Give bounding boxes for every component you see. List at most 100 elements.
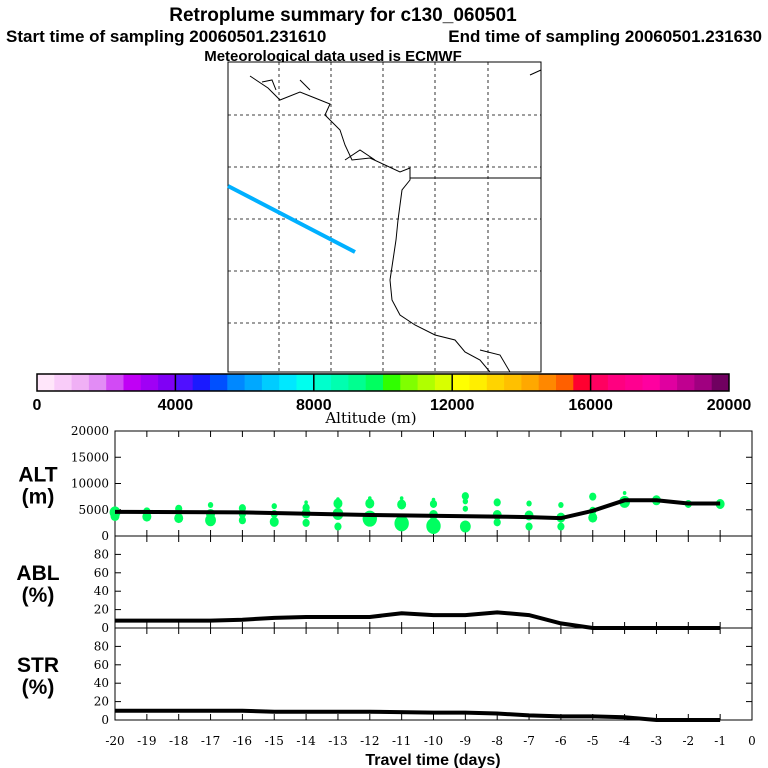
- altitude-dot: [334, 522, 342, 531]
- colorbar-swatch: [434, 374, 453, 391]
- panel-ylabel: STR: [17, 654, 59, 677]
- figure-title: Retroplume summary for c130_060501: [169, 5, 517, 26]
- colorbar-swatch: [590, 374, 609, 391]
- x-tick-label: -7: [523, 734, 535, 748]
- colorbar-swatch: [348, 374, 367, 391]
- y-tick-label: 80: [94, 547, 109, 561]
- panel-ylabel: ABL: [16, 562, 59, 585]
- panel-line: [114, 498, 721, 521]
- colorbar-swatch: [54, 374, 73, 391]
- colorbar-tick-label: 0: [33, 397, 42, 414]
- altitude-dot: [557, 522, 565, 531]
- altitude-dot: [238, 516, 246, 525]
- colorbar-swatch: [694, 374, 713, 391]
- altitude-dot: [588, 512, 598, 523]
- x-tick-label: -5: [587, 734, 599, 748]
- x-tick-label: -16: [233, 734, 252, 748]
- panel-ylabel: ALT: [18, 464, 57, 487]
- altitude-dot: [269, 516, 279, 527]
- coastline: [249, 69, 542, 373]
- x-tick-label: -2: [682, 734, 694, 748]
- colorbar-swatch: [711, 374, 730, 391]
- altitude-dot: [397, 499, 407, 510]
- altitude-dot: [589, 492, 597, 501]
- colorbar-swatch: [296, 374, 315, 391]
- panel-ylabel-unit: (m): [22, 486, 55, 509]
- colorbar-swatch: [417, 374, 436, 391]
- colorbar-swatch: [279, 374, 297, 391]
- colorbar-swatch: [486, 374, 505, 391]
- altitude-dot: [271, 503, 277, 510]
- colorbar-swatch: [71, 374, 90, 391]
- met-data-label: Meteorological data used is ECMWF: [204, 48, 462, 65]
- panel-ylabel-unit: (%): [22, 676, 55, 699]
- colorbar-swatch: [331, 374, 349, 391]
- colorbar-swatch: [88, 374, 107, 391]
- y-tick-label: 20: [94, 695, 109, 709]
- start-time: Start time of sampling 20060501.231610: [6, 27, 326, 46]
- colorbar-swatch: [175, 374, 194, 391]
- colorbar-swatch: [469, 374, 488, 391]
- colorbar-tick-label: 12000: [430, 397, 475, 414]
- x-tick-label: -12: [360, 734, 379, 748]
- colorbar-swatch: [210, 374, 228, 391]
- altitude-dot: [462, 505, 469, 512]
- altitude-dot: [333, 498, 343, 509]
- panel-frame: [114, 627, 753, 721]
- panel-line: [115, 610, 721, 630]
- altitude-dot: [622, 490, 627, 495]
- altitude-dot: [493, 498, 501, 507]
- altitude-colorbar: 0 4000 8000 12000 16000 20000: [33, 373, 752, 414]
- altitude-dot: [302, 518, 310, 527]
- x-tick-label: -1: [714, 734, 726, 748]
- x-tick-label: -15: [265, 734, 284, 748]
- altitude-dot: [394, 515, 409, 532]
- colorbar-swatch: [452, 374, 470, 391]
- time-series-panels: 05000100001500020000ALT(m)020406080ABL(%…: [16, 424, 755, 768]
- plume-track: [227, 184, 356, 254]
- x-tick-label: -11: [392, 734, 411, 748]
- x-tick-label: -17: [201, 734, 220, 748]
- colorbar-swatch: [140, 374, 159, 391]
- colorbar-tick-label: 8000: [296, 397, 332, 414]
- altitude-dot: [426, 518, 441, 535]
- colorbar-swatch: [573, 374, 592, 391]
- x-tick-label: -14: [296, 734, 316, 748]
- colorbar-swatch: [261, 374, 280, 391]
- altitude-dot: [399, 496, 404, 501]
- altitude-dot: [365, 498, 375, 509]
- x-tick-label: -4: [619, 734, 631, 748]
- colorbar-tick-label: 20000: [707, 397, 752, 414]
- altitude-dot: [493, 518, 501, 527]
- colorbar-swatch: [677, 374, 695, 391]
- altitude-dot: [205, 514, 216, 527]
- x-tick-label: -18: [169, 734, 188, 748]
- colorbar-swatch: [383, 374, 401, 391]
- colorbar-swatch: [192, 374, 211, 391]
- altitude-dot: [525, 522, 533, 531]
- y-tick-label: 40: [94, 676, 109, 690]
- colorbar-label: Altitude (m): [324, 409, 416, 427]
- y-tick-label: 20000: [71, 424, 109, 438]
- panel-ylabel-unit: (%): [22, 584, 55, 607]
- panel-line: [115, 708, 721, 722]
- panel-alt: 0 5000 10000 15000 20000 ALT(m): [18, 424, 753, 543]
- colorbar-swatch: [244, 374, 263, 391]
- altitude-dot: [238, 504, 246, 513]
- y-tick-label: 10000: [71, 477, 109, 491]
- colorbar-swatch: [313, 374, 332, 391]
- altitude-dot: [429, 499, 438, 508]
- y-tick-label: 0: [101, 621, 109, 635]
- x-tick-label: -9: [459, 734, 471, 748]
- altitude-dot: [461, 492, 469, 501]
- map-frame: [227, 61, 542, 373]
- panel-abl: 0 20 40 60 80 ABL(%): [16, 535, 753, 635]
- colorbar-tick-label: 4000: [158, 397, 194, 414]
- altitude-dot: [558, 502, 564, 509]
- x-tick-label: -10: [424, 734, 443, 748]
- colorbar-swatch: [607, 374, 626, 391]
- colorbar-swatch: [106, 374, 124, 391]
- y-tick-label: 40: [94, 584, 109, 598]
